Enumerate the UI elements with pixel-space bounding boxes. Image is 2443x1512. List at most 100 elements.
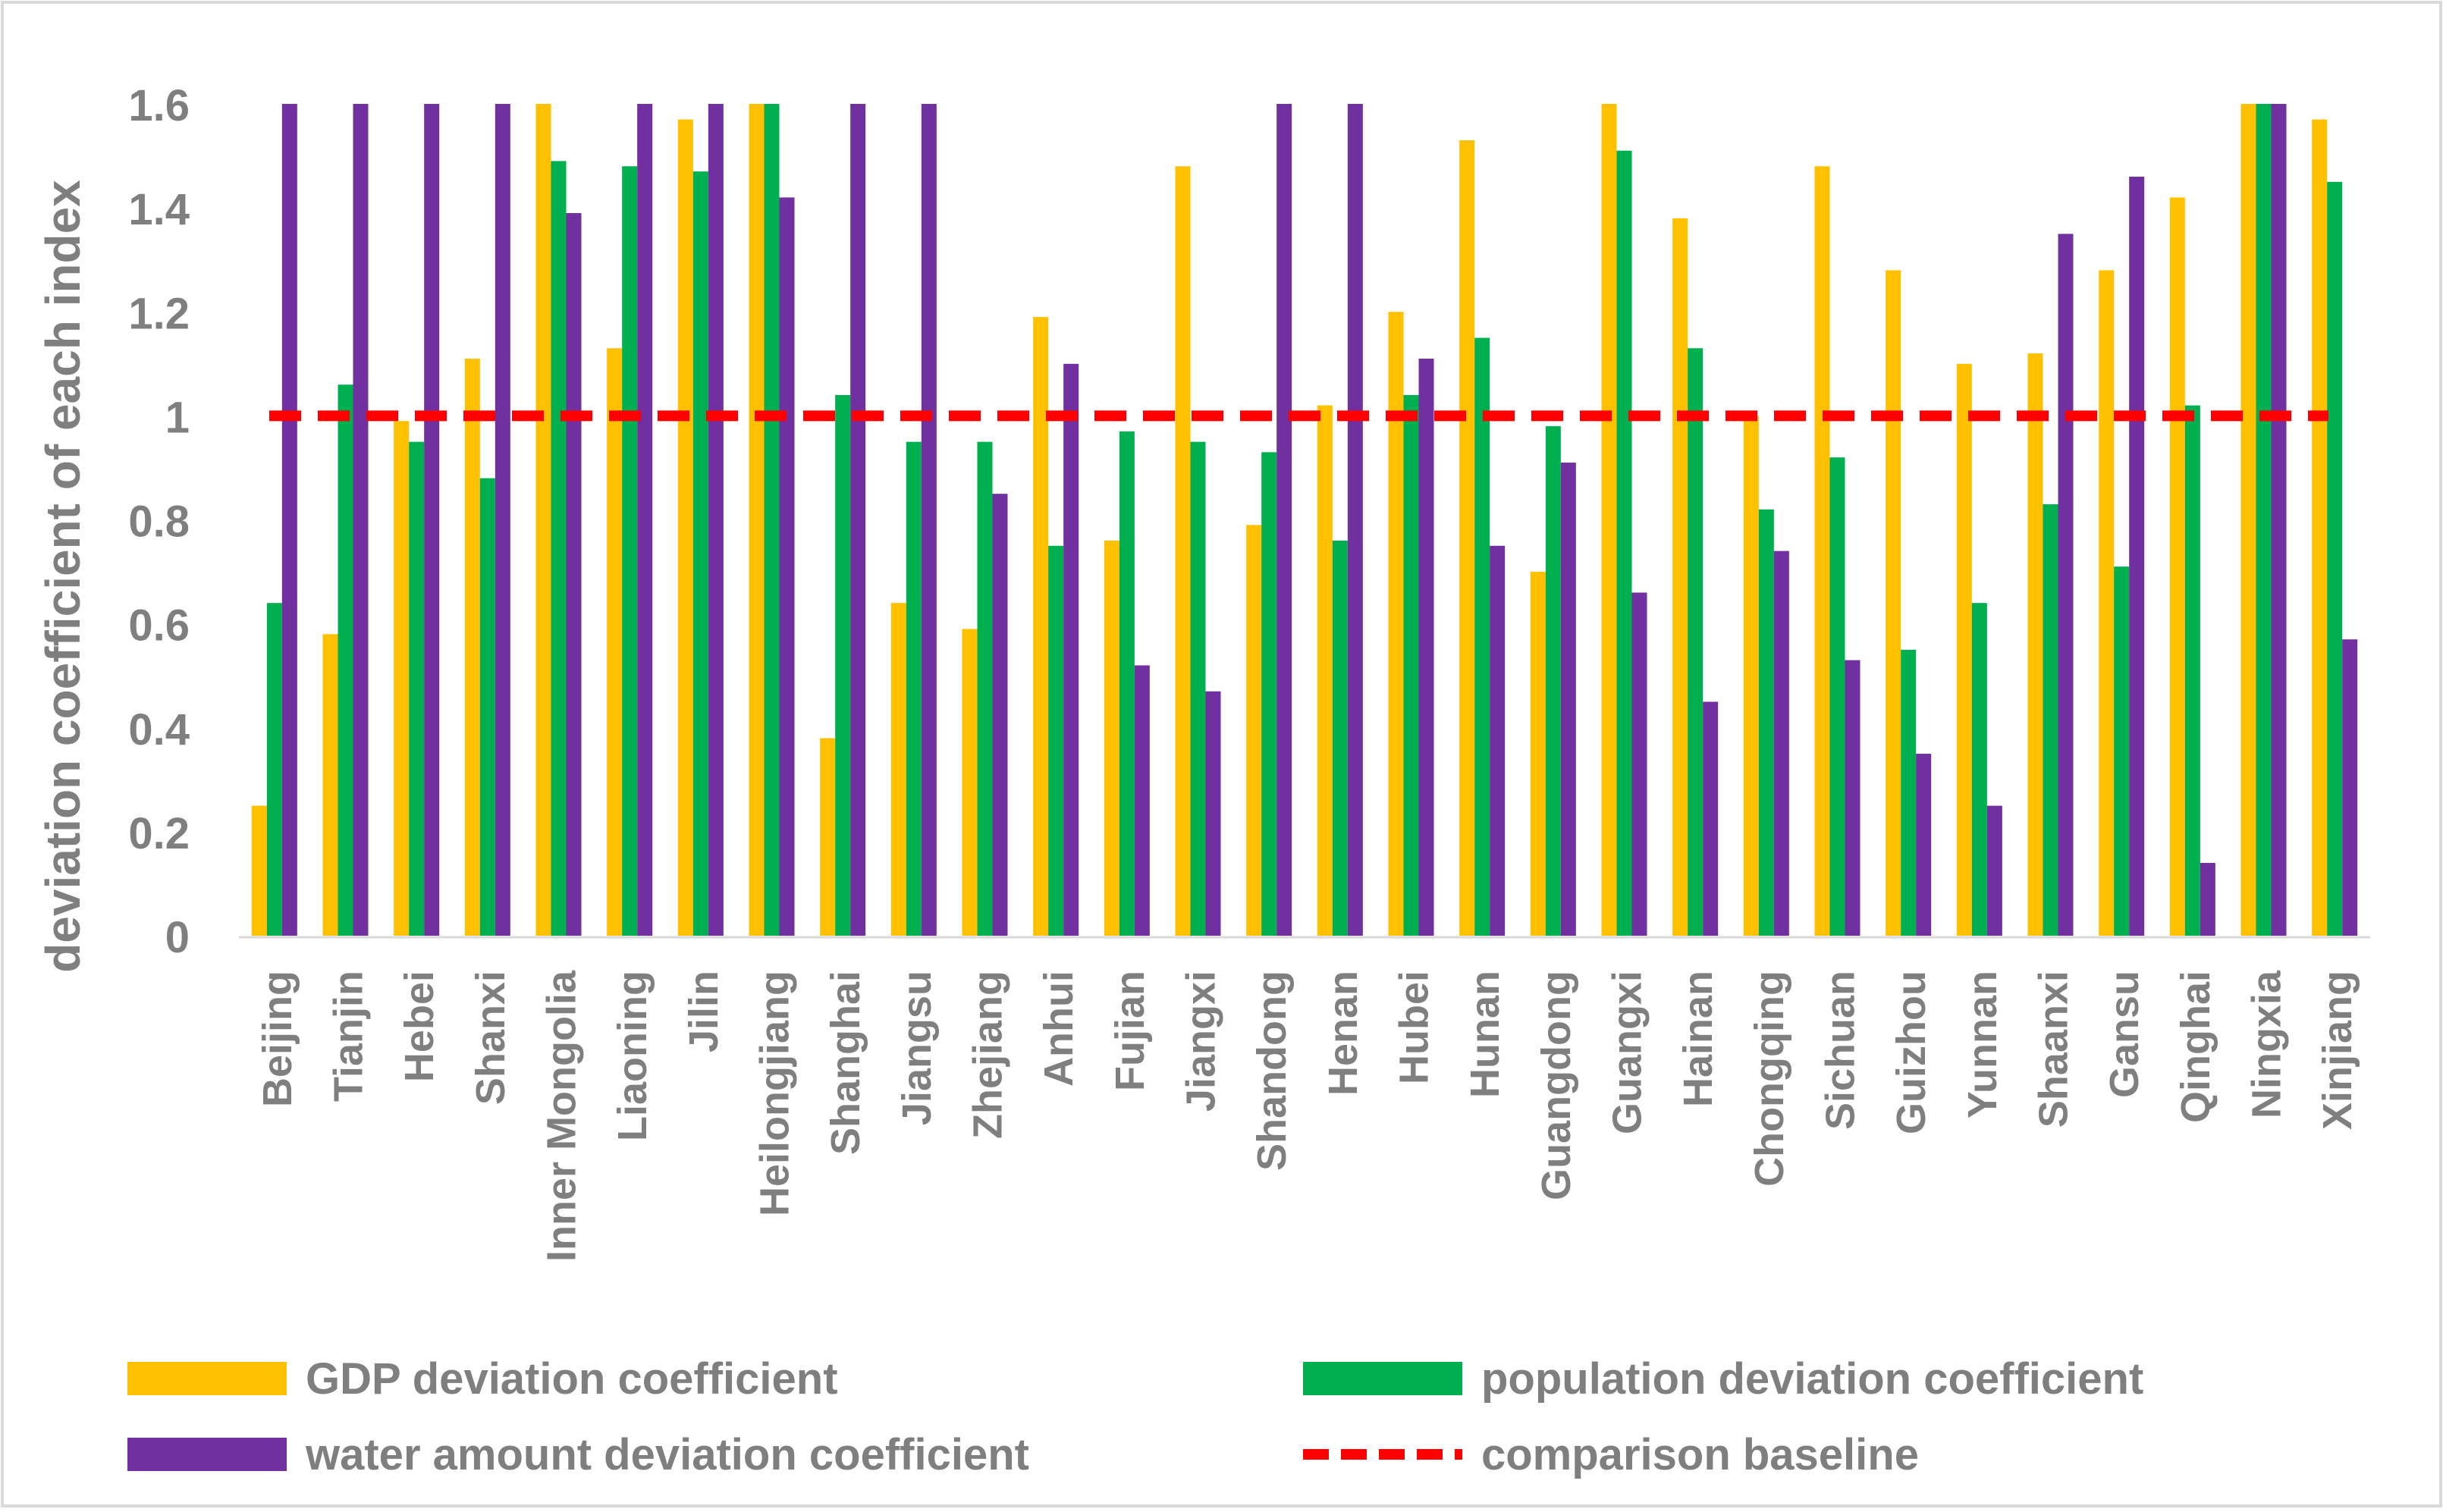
- bar: [1616, 150, 1632, 936]
- x-tick-label: Hubei: [1392, 971, 1437, 1084]
- bar: [749, 104, 765, 936]
- legend-item: GDP deviation coefficient: [127, 1354, 838, 1404]
- x-tick-label: Beijing: [255, 971, 300, 1107]
- bar: [1261, 452, 1277, 936]
- bar: [708, 104, 724, 936]
- bar: [2099, 270, 2115, 936]
- bar: [2043, 503, 2058, 936]
- y-axis-ticks: 0 0.2 0.4 0.6 0.8 1 1.2 1.4 1.6: [128, 81, 190, 962]
- bar: [890, 603, 906, 936]
- x-tick-label: Guangdong: [1534, 971, 1579, 1200]
- bar: [962, 629, 978, 936]
- x-tick-label: Shandong: [1249, 971, 1295, 1171]
- x-tick-label: Guangxi: [1605, 971, 1650, 1134]
- x-tick-label: Gansu: [2102, 971, 2147, 1098]
- bar: [1814, 166, 1830, 936]
- bar: [2169, 197, 2185, 936]
- bar: [2312, 119, 2328, 936]
- y-tick-label: 0.4: [128, 705, 190, 754]
- y-tick-label: 0.6: [128, 601, 190, 651]
- bar: [820, 738, 836, 936]
- bar: [566, 212, 582, 936]
- y-tick-label: 1.4: [128, 185, 190, 234]
- bar: [1703, 701, 1719, 936]
- bar: [464, 358, 480, 936]
- bar: [1530, 572, 1546, 936]
- bar: [1418, 358, 1434, 936]
- series-2: [281, 104, 2358, 936]
- x-tick-label: Jilin: [681, 971, 727, 1052]
- bar: [1175, 166, 1191, 936]
- bar: [322, 634, 338, 936]
- bar: [622, 166, 638, 936]
- legend: GDP deviation coefficient population devi…: [127, 1354, 2143, 1479]
- bar: [535, 104, 551, 936]
- bar: [1490, 545, 1506, 936]
- x-tick-label: Guizhou: [1889, 971, 1934, 1134]
- bar-series-group: [251, 104, 2358, 936]
- bar: [2058, 234, 2074, 936]
- bar: [1332, 540, 1348, 936]
- bar: [677, 119, 693, 936]
- legend-swatch: [1303, 1362, 1462, 1395]
- bar: [1916, 754, 1932, 936]
- x-tick-label: Tianjin: [326, 971, 372, 1102]
- bar: [1063, 363, 1079, 936]
- bar: [2327, 181, 2343, 936]
- series-1: [266, 104, 2343, 936]
- bar: [1688, 348, 1704, 936]
- bar: [1845, 660, 1861, 936]
- x-tick-label: Henan: [1320, 971, 1366, 1096]
- x-tick-label: Qinghai: [2173, 971, 2218, 1123]
- legend-item: population deviation coefficient: [1303, 1354, 2143, 1404]
- y-tick-label: 0.2: [128, 809, 190, 858]
- bar: [637, 104, 653, 936]
- bar: [2129, 176, 2145, 936]
- bar: [251, 805, 267, 936]
- x-tick-label: Shanxi: [468, 971, 513, 1105]
- x-tick-label: Anhui: [1036, 971, 1082, 1087]
- bar: [1403, 394, 1419, 936]
- bar: [921, 104, 937, 936]
- bar: [607, 348, 623, 936]
- bar: [779, 197, 795, 936]
- x-tick-label: Liaoning: [610, 971, 655, 1141]
- bar: [1104, 540, 1119, 936]
- bar: [2027, 353, 2043, 936]
- bar: [906, 441, 922, 936]
- bar: [1474, 337, 1490, 936]
- legend-label: water amount deviation coefficient: [305, 1430, 1029, 1479]
- y-axis-title: deviation coefficient of each index: [36, 180, 90, 973]
- bar: [1971, 603, 1987, 936]
- bar: [1190, 441, 1206, 936]
- bar: [1901, 649, 1917, 936]
- legend-swatch: [127, 1362, 287, 1395]
- y-tick-label: 0.8: [128, 497, 190, 547]
- bar: [850, 104, 866, 936]
- bar: [2184, 405, 2200, 936]
- series-0: [251, 104, 2328, 936]
- bar: [495, 104, 510, 936]
- x-tick-label: Xinjiang: [2315, 971, 2360, 1130]
- bar: [1545, 426, 1561, 936]
- bar: [1317, 405, 1333, 936]
- x-tick-label: Hainan: [1675, 971, 1721, 1107]
- bar: [1601, 104, 1617, 936]
- bar: [835, 394, 851, 936]
- bar: [764, 104, 780, 936]
- bar: [424, 104, 440, 936]
- bar: [338, 384, 353, 936]
- y-tick-label: 1.2: [128, 289, 190, 338]
- bar: [992, 494, 1008, 936]
- bar: [479, 478, 495, 936]
- y-tick-label: 0: [165, 913, 190, 962]
- bar: [1773, 551, 1789, 936]
- x-tick-label: Heilongjiang: [752, 971, 798, 1216]
- bar: [1048, 545, 1064, 936]
- legend-label: GDP deviation coefficient: [306, 1354, 838, 1404]
- x-tick-label: Sichuan: [1818, 971, 1864, 1130]
- bar: [1119, 431, 1135, 936]
- bar: [1459, 140, 1475, 936]
- bar: [1886, 270, 1901, 936]
